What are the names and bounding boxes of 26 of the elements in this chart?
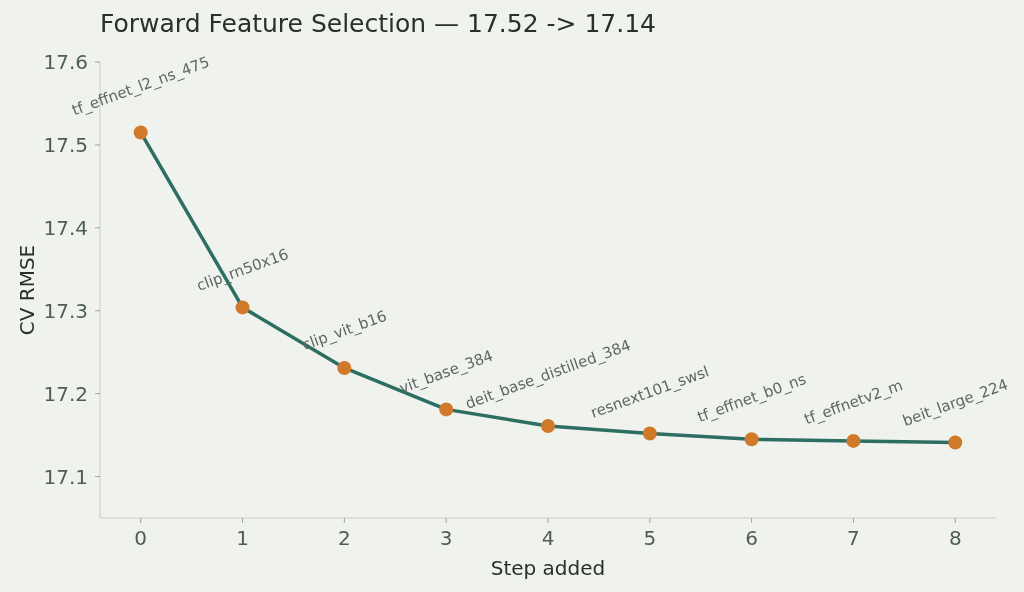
- point: [133, 125, 148, 140]
- point: [948, 435, 963, 450]
- x-tick-label: 6: [745, 526, 758, 551]
- point: [642, 426, 657, 441]
- point: [541, 418, 555, 433]
- x-tick-label: 4: [541, 526, 555, 551]
- y-tick-label: 17.5: [43, 133, 88, 158]
- x-axis-title: Step added: [490, 556, 606, 580]
- point: [235, 300, 250, 315]
- y-tick-label: 17.2: [43, 381, 88, 406]
- point: [846, 433, 861, 448]
- point: [439, 402, 454, 417]
- x-tick-label: 3: [439, 526, 453, 551]
- point: [337, 360, 352, 375]
- chart-title: Forward Feature Selection — 17.52 -> 17.14: [100, 9, 657, 38]
- x-tick-label: 0: [134, 526, 148, 551]
- y-tick-label: 17.1: [43, 464, 88, 489]
- x-tick-label: 5: [643, 526, 657, 551]
- x-tick-label: 7: [847, 526, 860, 551]
- y-tick-label: 17.3: [43, 298, 88, 323]
- y-axis-title: CV RMSE: [15, 244, 39, 336]
- x-tick-label: 8: [948, 526, 962, 551]
- point: [744, 432, 759, 447]
- x-tick-label: 2: [338, 526, 351, 551]
- y-tick-label: 17.4: [43, 215, 88, 240]
- x-tick-label: 1: [236, 526, 249, 551]
